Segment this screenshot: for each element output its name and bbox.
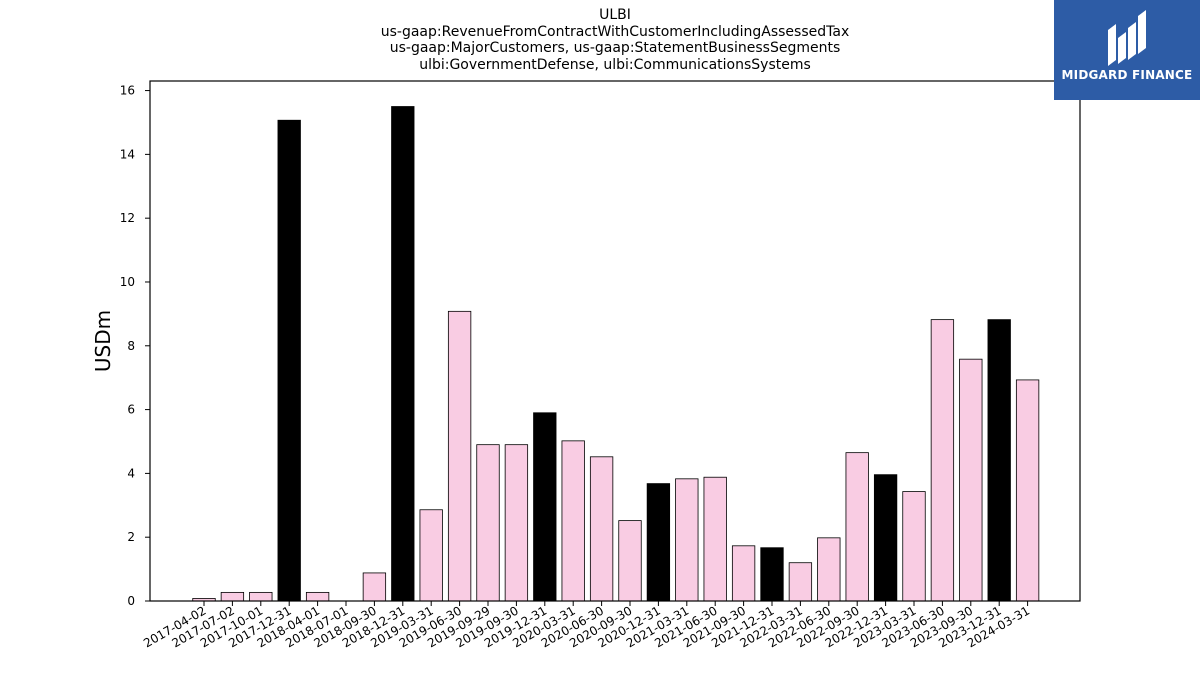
- bar-2019-09-29: [476, 444, 500, 602]
- bar-2021-12-31: [760, 547, 784, 602]
- plot-frame: [149, 80, 1081, 602]
- bar-2022-03-31: [788, 562, 813, 602]
- bar-2021-03-31: [675, 478, 699, 602]
- y-tick-label-0: 0: [127, 594, 135, 608]
- y-tick-label-10: 10: [120, 275, 135, 289]
- bar-2020-09-30: [618, 520, 642, 602]
- bar-2023-09-30: [959, 358, 983, 602]
- bar-2019-06-30: [447, 310, 472, 602]
- y-tick-label-2: 2: [127, 530, 135, 544]
- bar-2021-06-30: [703, 476, 727, 602]
- bar-2019-12-31: [533, 412, 557, 602]
- logo-text: MIDGARD FINANCE: [1061, 68, 1193, 82]
- bar-2023-12-31: [987, 319, 1011, 602]
- bar-2020-12-31: [646, 483, 671, 602]
- y-tick-label-6: 6: [127, 403, 135, 417]
- bar-2018-04-01: [305, 591, 330, 602]
- bar-2022-06-30: [817, 537, 841, 602]
- bar-2020-03-31: [561, 440, 585, 602]
- y-tick-label-14: 14: [120, 147, 135, 161]
- bar-2017-07-02: [220, 591, 245, 602]
- bar-2022-09-30: [845, 452, 869, 602]
- midgard-logo-icon: [1108, 10, 1146, 66]
- bar-2019-03-31: [419, 509, 443, 602]
- chart-title-line-1: ULBI: [599, 7, 631, 23]
- midgard-finance-logo: MIDGARD FINANCE: [1054, 0, 1200, 100]
- y-tick-label-16: 16: [120, 84, 135, 98]
- bar-2019-09-30: [504, 444, 529, 602]
- bar-2023-06-30: [930, 319, 955, 602]
- y-tick-label-12: 12: [120, 211, 135, 225]
- bar-2020-06-30: [589, 456, 614, 602]
- bar-2023-03-31: [902, 491, 926, 602]
- bar-2017-12-31: [277, 119, 301, 602]
- y-tick-label-4: 4: [127, 466, 135, 480]
- chart-title-line-4: ulbi:GovernmentDefense, ulbi:Communicati…: [419, 57, 811, 73]
- y-axis-label: USDm: [91, 310, 115, 372]
- bar-2022-12-31: [873, 474, 898, 602]
- bar-2017-10-01: [249, 591, 273, 602]
- bar-2021-09-30: [731, 545, 756, 602]
- bar-2024-03-31: [1015, 379, 1040, 602]
- bar-2018-12-31: [391, 106, 415, 602]
- bar-2018-09-30: [362, 572, 387, 602]
- y-tick-label-8: 8: [127, 339, 135, 353]
- chart-title-line-2: us-gaap:RevenueFromContractWithCustomerI…: [380, 24, 850, 40]
- chart-title-line-3: us-gaap:MajorCustomers, us-gaap:Statemen…: [389, 40, 841, 56]
